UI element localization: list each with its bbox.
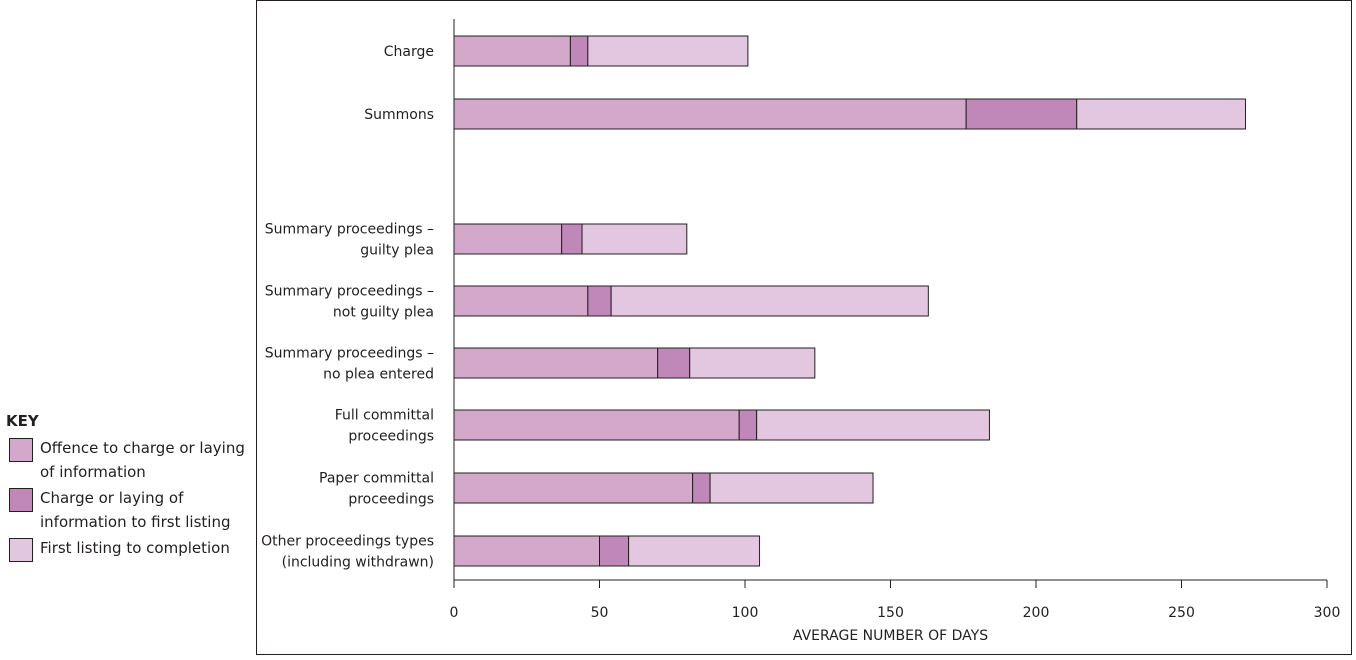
bar-segment [587,285,612,317]
bar-segment [453,223,563,255]
category-label: Summons [364,107,434,123]
category-label: Other proceedings types [261,534,434,550]
bar-segment [738,409,758,441]
category-label: guilty plea [360,243,434,259]
legend-swatch-offence-to-charge [9,438,33,462]
category-label: proceedings [348,492,434,508]
bar-segment [453,35,571,67]
bar-segment [453,98,967,130]
legend-item-offence-to-charge: Offence to charge or laying of informati… [6,436,246,484]
x-tick-label: 100 [732,605,759,621]
bar-segment [453,409,740,441]
bar-segment [709,472,874,504]
legend-label-first-listing-to-completion: First listing to completion [40,539,230,557]
bar-chart: Charge Summons Summary proceedings – guilty… [261,19,1341,644]
x-tick-label: 300 [1314,605,1341,621]
category-label: Paper committal [319,471,434,487]
bar-segment [689,347,816,379]
category-label: Summary proceedings – [265,284,434,300]
legend-item-first-listing-to-completion: First listing to completion [6,536,246,562]
category-label: not guilty plea [333,305,434,321]
legend-label-offence-to-charge: Offence to charge or laying of informati… [40,439,245,481]
category-label: no plea entered [323,367,434,383]
x-tick-label: 0 [450,605,459,621]
bar-segment [1076,98,1247,130]
bar-segment [453,285,589,317]
x-tick-label: 200 [1023,605,1050,621]
bar-segment [692,472,711,504]
bar-segment [657,347,691,379]
bar-segment [453,472,694,504]
legend-label-charge-to-first-listing: Charge or laying of information to first… [40,489,231,531]
bar-segment [756,409,990,441]
category-label: proceedings [348,429,434,445]
bar-segment [453,347,659,379]
legend-swatch-first-listing-to-completion [9,538,33,562]
category-label: Full committal [335,408,434,424]
category-label: (including withdrawn) [282,555,434,571]
legend-item-charge-to-first-listing: Charge or laying of information to first… [6,486,246,534]
legend: KEY Offence to charge or laying of infor… [6,412,246,562]
category-label: Charge [384,44,434,60]
bar-segment [599,535,630,567]
bar-segment [569,35,589,67]
x-tick-label: 150 [877,605,904,621]
bar-segment [581,223,688,255]
legend-swatch-charge-to-first-listing [9,488,33,512]
x-axis-title: AVERAGE NUMBER OF DAYS [793,628,988,644]
category-label: Summary proceedings – [265,222,434,238]
bar-segment [453,535,600,567]
bar-segment [561,223,583,255]
bar-segment [587,35,749,67]
bar-segment [965,98,1078,130]
bar-segment [628,535,761,567]
bar-segment [610,285,929,317]
category-label: Summary proceedings – [265,346,434,362]
x-tick-label: 50 [591,605,609,621]
chart-frame: Charge Summons Summary proceedings – guilty… [256,0,1352,655]
legend-title: KEY [6,412,39,430]
x-tick-label: 250 [1168,605,1195,621]
